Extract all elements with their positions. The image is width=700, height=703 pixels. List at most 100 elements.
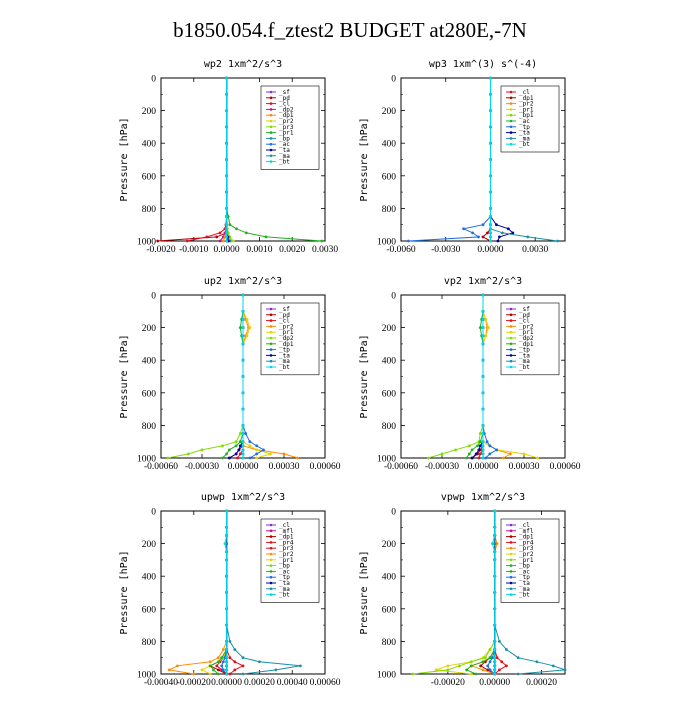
data-point: [192, 672, 196, 676]
legend-label: _ma: [279, 586, 290, 593]
y-tick-label: 1000: [137, 671, 156, 681]
data-point: [241, 309, 245, 313]
y-tick-label: 800: [142, 422, 157, 432]
data-point: [481, 407, 485, 411]
data-point: [493, 664, 497, 668]
data-point: [220, 656, 224, 660]
data-point: [238, 432, 242, 435]
data-point: [236, 456, 239, 460]
data-point: [241, 326, 245, 329]
legend-label: _tp: [279, 347, 290, 354]
data-point: [467, 444, 471, 448]
panel-vpwp: vpwp 1xm^2/s^3 Pressure [hPa] 0 200 400 600 80…: [359, 492, 567, 688]
y-tick-label: 200: [142, 324, 157, 334]
data-point: [489, 231, 492, 235]
data-point: [299, 664, 302, 668]
legend-marker: [509, 541, 513, 544]
legend-marker: [269, 319, 273, 322]
data-point: [556, 239, 559, 243]
data-point: [478, 444, 482, 448]
x-tick-label: -0.0010: [179, 245, 209, 255]
data-point: [493, 607, 497, 611]
data-point: [516, 672, 520, 676]
data-point: [241, 334, 245, 338]
data-point: [481, 424, 485, 427]
data-point: [241, 293, 245, 297]
data-point: [481, 432, 485, 435]
y-tick-label: 400: [382, 357, 397, 367]
x-tick-label: 0.00000: [468, 462, 499, 472]
data-point: [493, 648, 497, 651]
data-point: [234, 444, 238, 448]
legend-label: _dp1: [519, 534, 534, 541]
panel-up2: up2 1xm^2/s^3 Pressure [hPa] 0 200 400 600 800…: [119, 276, 341, 472]
legend-label: _bp1: [519, 112, 534, 119]
data-point: [488, 668, 492, 672]
legend-marker: [509, 558, 513, 562]
data-point: [274, 668, 278, 672]
data-point: [238, 444, 242, 448]
data-point: [225, 227, 228, 231]
legend-marker: [269, 552, 273, 556]
data-point: [498, 235, 501, 239]
legend-marker: [509, 142, 513, 146]
data-point: [225, 623, 228, 627]
data-point: [241, 318, 245, 321]
legend-label: _dp1: [519, 341, 534, 348]
legend-label: _ac: [279, 568, 290, 575]
legend-marker: [509, 593, 513, 596]
panel-title: upwp 1xm^2/s^3: [201, 492, 285, 503]
x-tick-label: 0.00000: [479, 678, 510, 688]
data-point: [493, 668, 497, 672]
data-point: [505, 664, 508, 668]
series-line-cl: [187, 78, 228, 242]
data-point: [225, 640, 228, 643]
legend-label: _cl: [519, 522, 530, 529]
data-point: [481, 334, 485, 338]
x-tick-label: 0.0030: [522, 245, 548, 255]
data-point: [481, 452, 485, 456]
y-tick-label: 600: [382, 389, 397, 399]
data-point: [223, 542, 227, 545]
data-point: [470, 448, 474, 452]
data-point: [221, 444, 224, 448]
data-point: [241, 391, 245, 395]
data-point: [225, 109, 228, 112]
y-tick-label: 600: [382, 605, 397, 615]
y-tick-label: 1000: [377, 671, 396, 681]
y-tick-label: 800: [142, 205, 157, 215]
data-point: [493, 640, 497, 643]
data-point: [225, 239, 228, 243]
data-point: [488, 656, 492, 660]
data-point: [493, 525, 497, 529]
x-tick-label: 0.0020: [279, 245, 305, 255]
legend-label: _dp1: [279, 341, 294, 348]
legend-label: _ac: [279, 141, 290, 148]
data-point: [484, 334, 488, 338]
legend-marker: [269, 325, 273, 328]
data-point: [505, 648, 508, 651]
legend-marker: [269, 142, 273, 146]
legend-label: _bp: [519, 563, 530, 570]
legend-label: _pr2: [519, 551, 534, 558]
data-point: [228, 640, 232, 643]
data-point: [502, 456, 505, 460]
data-point: [489, 239, 492, 243]
data-point: [225, 207, 228, 210]
series-line-pr2: [435, 511, 496, 675]
x-tick-label: -0.00060: [384, 462, 418, 472]
data-point: [493, 660, 497, 664]
legend-label: _pr2: [519, 101, 534, 108]
x-tick-label: 0.00060: [310, 678, 341, 688]
data-point: [255, 444, 259, 448]
series-line-dp2: [167, 295, 244, 459]
legend-marker: [269, 119, 273, 123]
data-point: [248, 440, 252, 444]
data-point: [476, 444, 479, 448]
data-point: [225, 525, 228, 529]
legend-label: _sf: [279, 306, 290, 313]
data-point: [241, 342, 245, 346]
data-point: [490, 656, 494, 660]
y-tick-label: 600: [382, 172, 397, 182]
legend-marker: [269, 523, 273, 527]
